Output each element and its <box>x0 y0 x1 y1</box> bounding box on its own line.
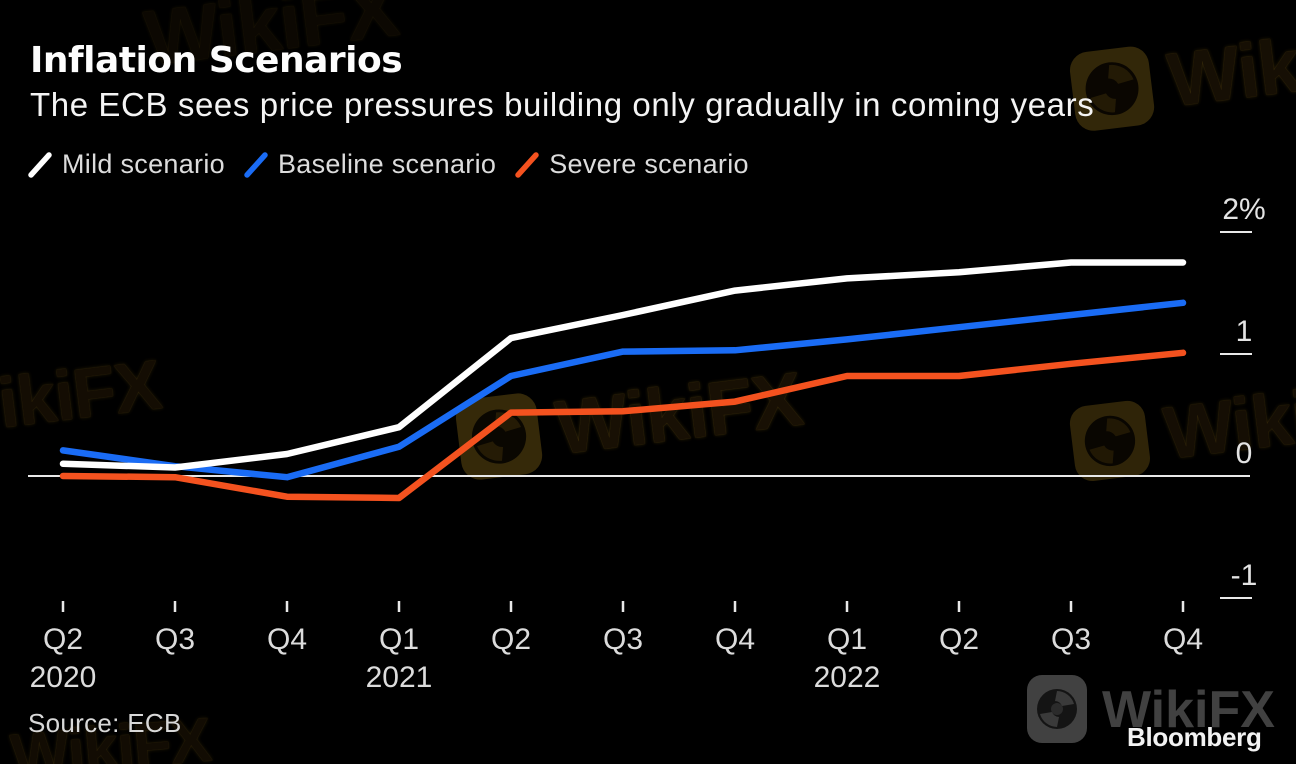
wikifx-watermark-text: WikiFX <box>1102 681 1275 739</box>
source-label: Source: ECB <box>28 708 182 738</box>
x-axis-label: Q4 <box>715 623 755 656</box>
legend-label: Severe scenario <box>549 149 749 179</box>
wikifx-logo-icon <box>1069 400 1150 481</box>
x-axis-label: Q3 <box>603 623 643 656</box>
x-axis-label: Q3 <box>155 623 195 656</box>
series-lines <box>59 259 1187 502</box>
x-axis-label: Q1 <box>827 623 867 656</box>
y-axis-label: 1 <box>1236 315 1253 348</box>
y-axis-label: 2% <box>1222 193 1265 226</box>
legend-label: Mild scenario <box>62 149 225 179</box>
series-line-severe-scenario <box>59 349 1187 502</box>
axis-labels: 2% 1 0 -1 Q2 Q3 Q4 Q1 Q2 Q3 Q4 Q1 Q2 Q3 Q4 2020 2021 2022 <box>30 193 1266 694</box>
legend: Mild scenario Baseline scenario Severe s… <box>28 149 749 180</box>
legend-label: Baseline scenario <box>277 149 497 179</box>
wikifx-watermark: WikiFX <box>1026 672 1275 748</box>
axis-lines <box>28 231 1252 612</box>
legend-swatch-icon <box>28 152 52 178</box>
legend-item-severe-scenario: Severe scenario <box>515 149 749 180</box>
x-axis-label: Q4 <box>1163 623 1203 656</box>
legend-item-baseline-scenario: Baseline scenario <box>244 149 496 180</box>
series-line-mild-scenario <box>59 259 1187 471</box>
legend-swatch-icon <box>244 152 268 178</box>
series-line-baseline-scenario <box>59 299 1187 481</box>
x-axis-year-label: 2021 <box>366 661 433 694</box>
x-axis-label: Q2 <box>43 623 83 656</box>
x-axis-label: Q2 <box>491 623 531 656</box>
bloomberg-logo: Bloomberg <box>1127 722 1262 752</box>
legend-item-mild-scenario: Mild scenario <box>28 149 225 180</box>
chart-title: Inflation Scenarios <box>30 40 403 81</box>
y-axis-label: 0 <box>1236 437 1253 470</box>
x-axis-label: Q4 <box>267 623 307 656</box>
legend-swatch-icon <box>515 152 539 178</box>
wikifx-watermark-faint: WikiFX <box>1066 8 1296 136</box>
chart-subtitle: The ECB sees price pressures building on… <box>30 86 1095 123</box>
wikifx-logo-icon <box>1069 46 1155 131</box>
x-axis-label: Q2 <box>939 623 979 656</box>
y-axis-label: -1 <box>1231 559 1258 592</box>
x-axis-label: Q1 <box>379 623 419 656</box>
wikifx-logo-icon <box>1027 675 1087 743</box>
x-axis-year-label: 2020 <box>30 661 97 694</box>
x-axis-year-label: 2022 <box>814 661 881 694</box>
x-axis-label: Q3 <box>1051 623 1091 656</box>
wikifx-watermark-faint: WikiFX <box>1066 362 1296 487</box>
